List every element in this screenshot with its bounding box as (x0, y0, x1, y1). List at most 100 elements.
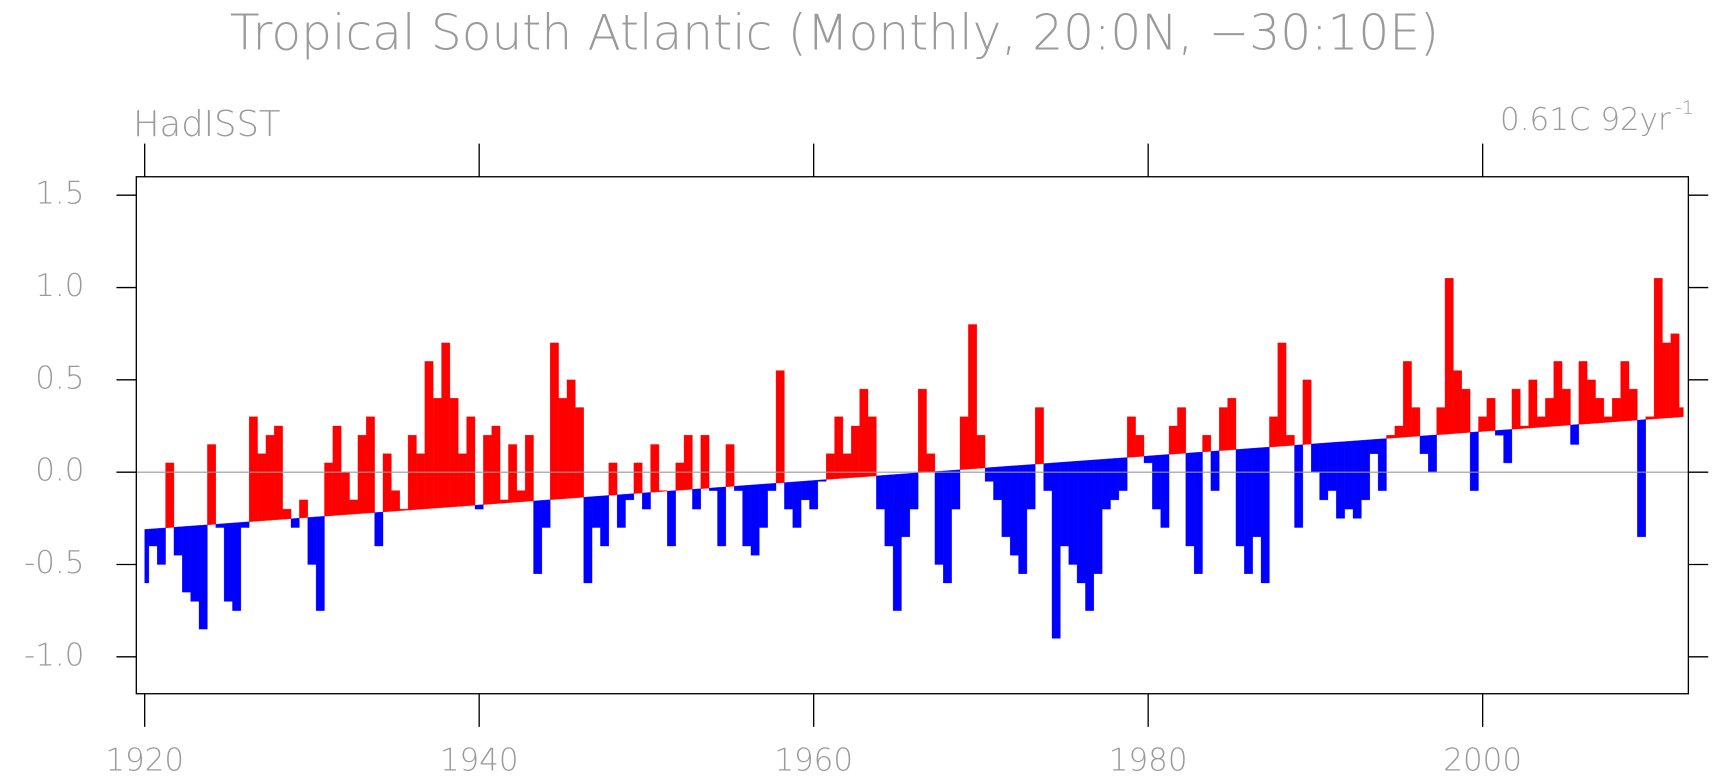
anomaly-bar (642, 492, 651, 510)
anomaly-bar (1520, 425, 1529, 429)
anomaly-bar (1344, 440, 1354, 510)
anomaly-bar (1486, 398, 1496, 432)
anomaly-bar (366, 416, 375, 514)
anomaly-bar (616, 494, 626, 528)
anomaly-bar (1001, 465, 1011, 537)
anomaly-bar (851, 425, 860, 478)
anomaly-bar (1679, 407, 1684, 418)
y-tick-label: -0.5 (24, 545, 84, 581)
anomaly-bar (1035, 407, 1044, 465)
anomaly-bar (1085, 459, 1094, 611)
anomaly-bar (725, 444, 735, 488)
anomaly-bar (1662, 342, 1671, 419)
anomaly-bar (892, 473, 902, 611)
anomaly-bar (198, 524, 208, 630)
anomaly-bar (458, 453, 467, 507)
anomaly-bar (1578, 361, 1588, 425)
anomaly-bar (575, 407, 584, 499)
anomaly-bar (1536, 416, 1546, 428)
anomaly-bar (249, 416, 258, 522)
anomaly-bar (466, 416, 476, 507)
anomaly-bar (1478, 416, 1488, 432)
anomaly-bar (583, 496, 593, 584)
anomaly-bar (1152, 454, 1161, 510)
anomaly-bar (1503, 429, 1513, 464)
anomaly-bar (650, 444, 660, 493)
anomaly-bar (600, 495, 609, 547)
anomaly-bar (708, 487, 718, 491)
anomaly-bar (1118, 457, 1128, 491)
anomaly-bar (817, 479, 827, 482)
anomaly-bar (1026, 464, 1036, 510)
anomaly-bar (658, 490, 668, 492)
x-tick-label: 2000 (1443, 743, 1522, 779)
anomaly-bar (1386, 435, 1396, 439)
anomaly-bar (282, 508, 292, 520)
anomaly-bar (1628, 388, 1638, 421)
anomaly-bar (1561, 388, 1571, 426)
anomaly-bar (1570, 424, 1579, 445)
x-tick-label: 1940 (440, 743, 519, 779)
anomaly-bar (909, 472, 919, 510)
anomaly-bar (265, 435, 275, 521)
anomaly-bar (1587, 379, 1596, 424)
anomaly-bar (441, 342, 451, 508)
anomaly-bar (1076, 460, 1086, 584)
anomaly-bar (240, 521, 250, 528)
anomaly-bar (1093, 459, 1103, 574)
anomaly-bar (1302, 379, 1312, 445)
anomaly-bar (315, 516, 325, 611)
anomaly-bar (1336, 441, 1345, 519)
anomaly-bar (1436, 407, 1446, 436)
anomaly-bar (1645, 416, 1655, 420)
anomaly-bar (918, 388, 927, 473)
anomaly-bar (1294, 444, 1304, 528)
y-tick-label: 1.0 (35, 268, 84, 304)
anomaly-bar (1227, 398, 1237, 451)
anomaly-bar (1595, 398, 1605, 424)
anomaly-bar (625, 493, 635, 501)
anomaly-bar (165, 462, 175, 529)
anomaly-bar (1327, 441, 1337, 491)
anomaly-bar (290, 517, 300, 528)
anomaly-bar (792, 481, 802, 528)
anomaly-bar (1670, 333, 1680, 418)
anomaly-bar (1352, 440, 1362, 519)
anomaly-bar (1469, 431, 1479, 491)
anomaly-bar (232, 522, 242, 611)
anomaly-bar (182, 525, 191, 593)
anomaly-bar (809, 479, 819, 510)
anomaly-bar (767, 483, 777, 491)
anomaly-bar (433, 398, 442, 509)
anomaly-bar (1319, 442, 1329, 501)
anomaly-bar (533, 500, 543, 574)
anomaly-bar (901, 473, 911, 537)
y-tick-label: 0.0 (35, 453, 84, 489)
anomaly-bar (1620, 361, 1630, 422)
anomaly-bar (692, 488, 701, 510)
anomaly-bar (1068, 460, 1078, 565)
anomaly-bar (1428, 434, 1437, 473)
anomaly-bar (1260, 446, 1270, 584)
anomaly-bar (1403, 361, 1412, 438)
anomaly-bar (859, 388, 869, 478)
anomaly-bar (157, 527, 166, 565)
anomaly-bar (223, 522, 233, 602)
anomaly-bar (1269, 416, 1278, 448)
anomaly-bar (842, 453, 852, 479)
anomaly-bar (1051, 462, 1061, 639)
anomaly-bar (332, 425, 342, 516)
anomaly-bar (683, 435, 693, 491)
anomaly-bar (274, 425, 283, 521)
anomaly-bar (341, 472, 350, 516)
anomaly-bar (257, 453, 267, 522)
dataset-label: HadISST (133, 104, 281, 145)
anomaly-bar (1394, 425, 1404, 439)
anomaly-bar (734, 485, 743, 491)
anomaly-bar (374, 511, 384, 547)
anomaly-bar (190, 525, 200, 602)
anomaly-bar (1185, 452, 1195, 547)
anomaly-bar (608, 462, 618, 496)
anomaly-bar (1637, 419, 1646, 537)
